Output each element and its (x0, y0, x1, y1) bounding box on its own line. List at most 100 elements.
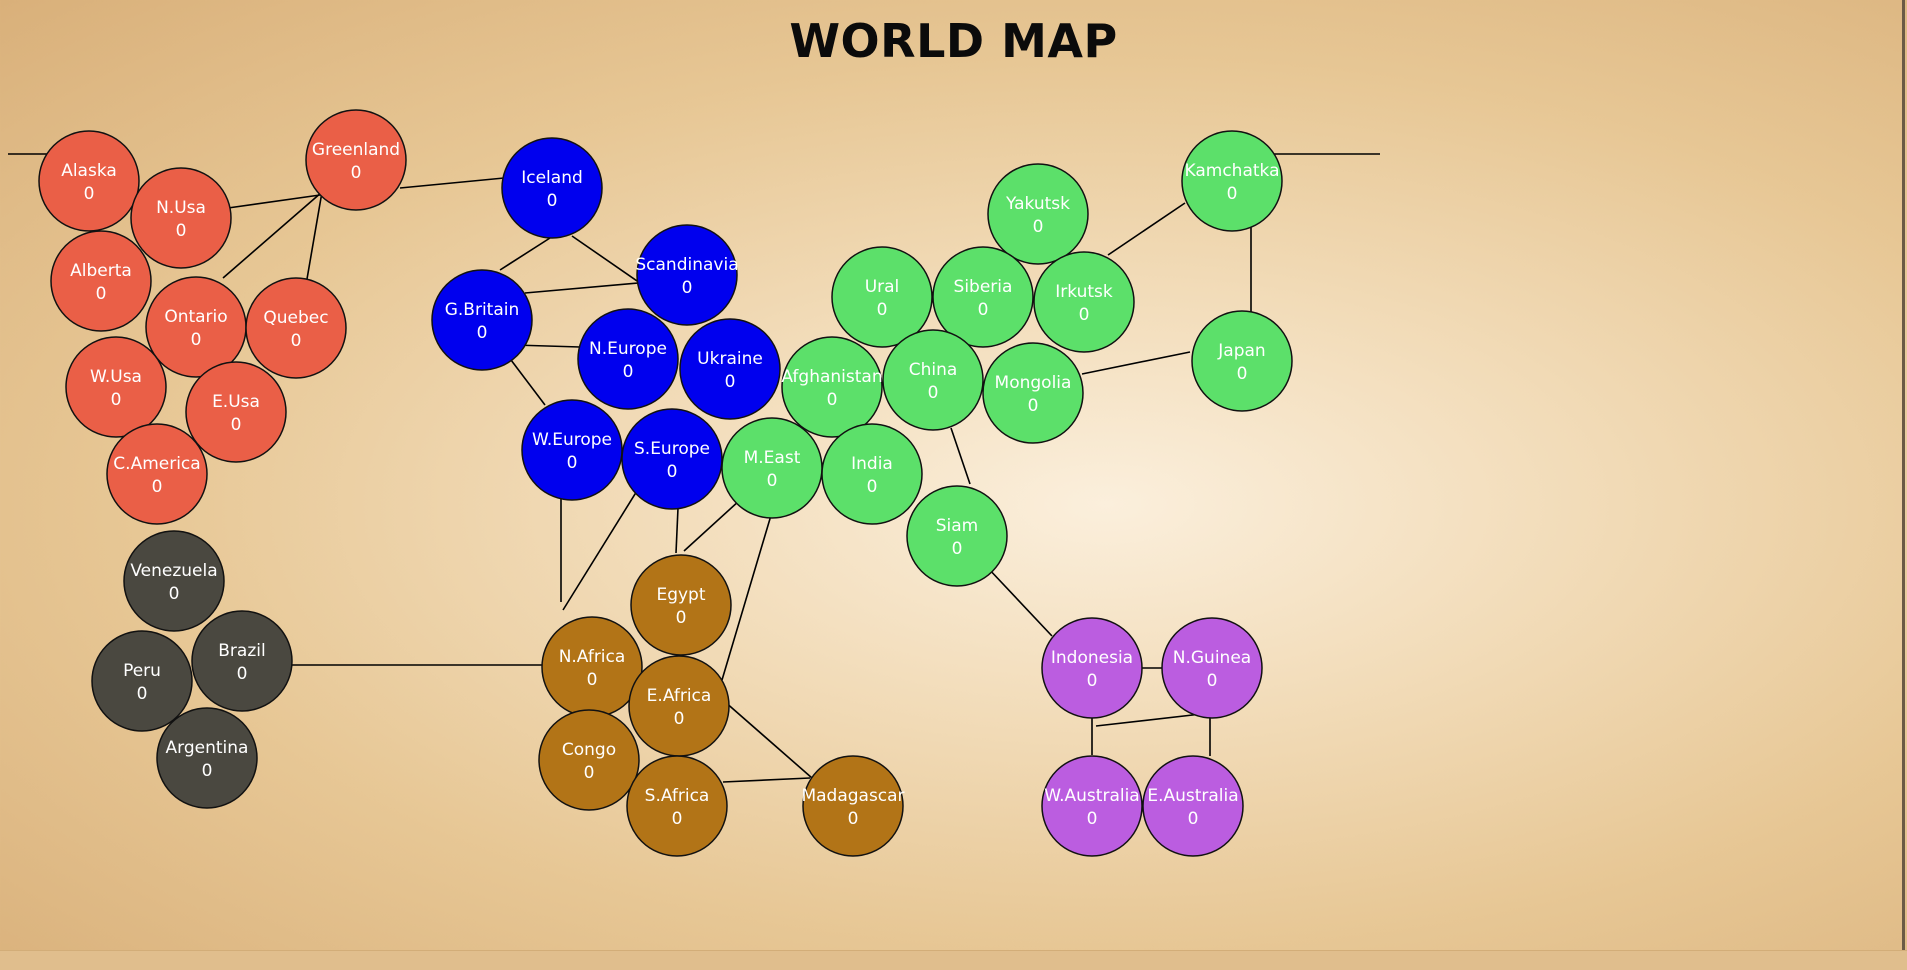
connection-line (562, 485, 641, 611)
territory-circle[interactable] (1191, 310, 1293, 412)
page-title: WORLD MAP (789, 14, 1118, 68)
connection-line (721, 511, 773, 681)
territory-circle[interactable] (305, 109, 407, 211)
territory-circle[interactable] (431, 269, 533, 371)
territory-circle[interactable] (821, 423, 923, 525)
territory-circle[interactable] (630, 554, 732, 656)
territory-circle[interactable] (65, 336, 167, 438)
territory-nodes: Alaska0N.Usa0Greenland0Alberta0Ontario0Q… (38, 109, 1293, 857)
connection-lines (8, 153, 1380, 783)
territory-circle[interactable] (130, 167, 232, 269)
territory-circle[interactable] (987, 163, 1089, 265)
territory-circle[interactable] (628, 655, 730, 757)
territory-circle[interactable] (1181, 130, 1283, 232)
territory-circle[interactable] (106, 423, 208, 525)
territory-circle[interactable] (1041, 617, 1143, 719)
territory-circle[interactable] (982, 342, 1084, 444)
territory-circle[interactable] (91, 630, 193, 732)
territory-circle[interactable] (721, 417, 823, 519)
territory-circle[interactable] (245, 277, 347, 379)
connection-line (675, 507, 679, 554)
territory-circle[interactable] (191, 610, 293, 712)
territory-circle[interactable] (577, 308, 679, 410)
territory-circle[interactable] (626, 755, 728, 857)
territory-circle[interactable] (621, 408, 723, 510)
territory-circle[interactable] (906, 485, 1008, 587)
connection-line (723, 700, 813, 779)
connection-line (499, 237, 551, 271)
territory-circle[interactable] (185, 361, 287, 463)
bottom-border (0, 950, 1907, 970)
territory-circle[interactable] (541, 616, 643, 718)
connection-line (222, 191, 323, 279)
territory-circle[interactable] (521, 399, 623, 501)
territory-circle[interactable] (1033, 251, 1135, 353)
territory-circle[interactable] (1041, 755, 1143, 857)
connection-line (524, 282, 639, 294)
territory-circle[interactable] (932, 246, 1034, 348)
territory-circle[interactable] (636, 224, 738, 326)
connection-line (1081, 351, 1191, 375)
connection-line (1095, 712, 1211, 727)
territory-circle[interactable] (501, 137, 603, 239)
territory-circle[interactable] (679, 318, 781, 420)
connection-line (399, 177, 505, 189)
connection-line (950, 427, 971, 485)
territory-circle[interactable] (1142, 755, 1244, 857)
territory-circle[interactable] (156, 707, 258, 809)
territory-circle[interactable] (38, 130, 140, 232)
territory-circle[interactable] (50, 230, 152, 332)
territory-circle[interactable] (538, 709, 640, 811)
connection-line (722, 777, 811, 783)
territory-circle[interactable] (781, 336, 883, 438)
connection-line (227, 194, 321, 209)
territory-circle[interactable] (802, 755, 904, 857)
territory-circle[interactable] (1161, 617, 1263, 719)
territory-circle[interactable] (882, 329, 984, 431)
connection-line (683, 499, 741, 552)
connection-line (306, 191, 323, 280)
territory-circle[interactable] (123, 530, 225, 632)
territory-circle[interactable] (831, 246, 933, 348)
